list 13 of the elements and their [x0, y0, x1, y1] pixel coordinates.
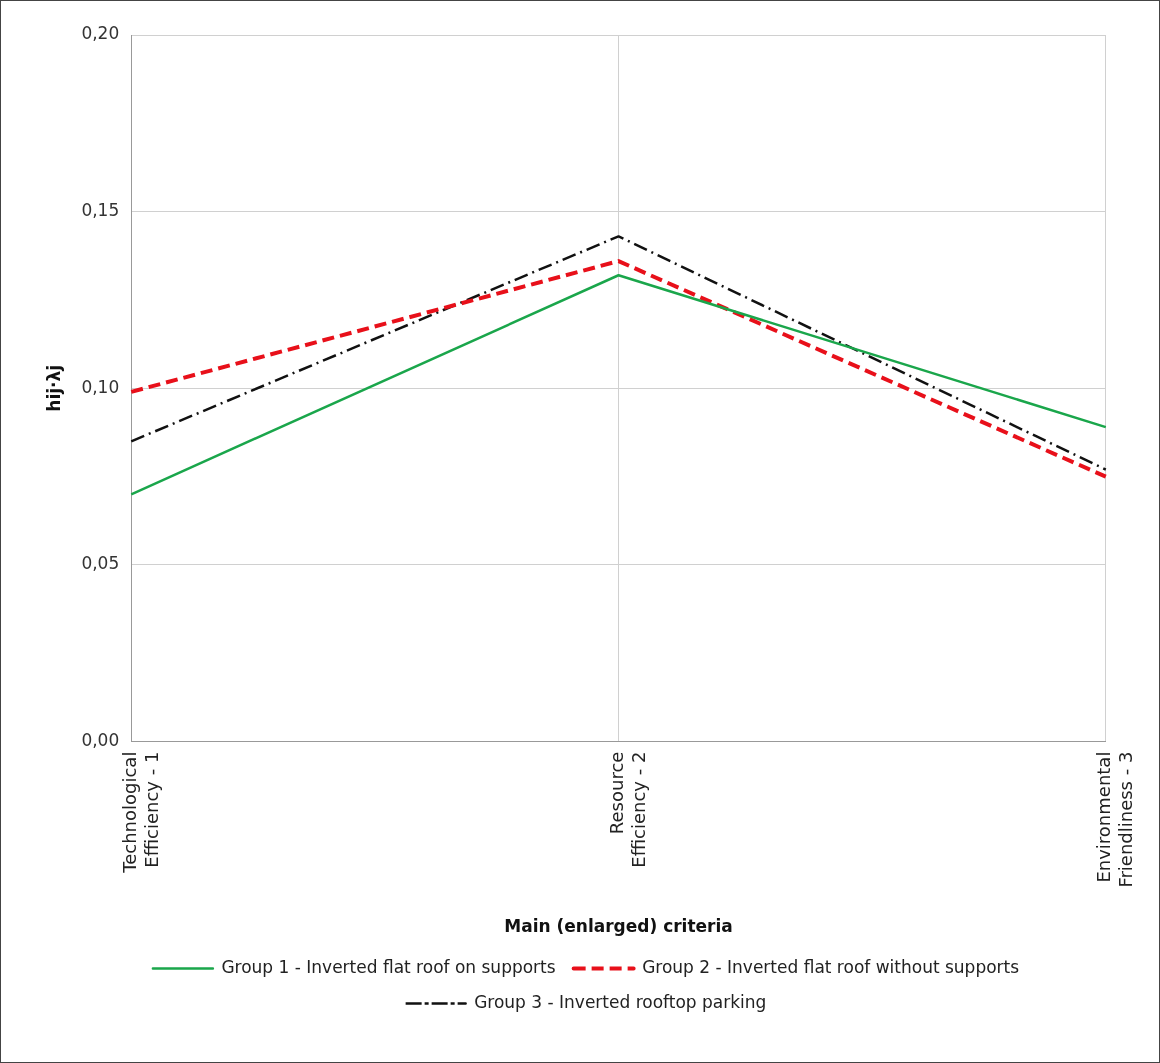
- x-tick-label: Environmental Friendliness - 3: [1093, 751, 1137, 888]
- x-tick-label: Technological Efficiency - 1: [118, 751, 162, 874]
- legend-label: Group 3 - Inverted rooftop parking: [474, 991, 767, 1012]
- legend-label: Group 2 - Inverted flat roof without supports: [642, 956, 1020, 977]
- y-tick-label: 0,00: [81, 730, 120, 751]
- y-tick-label: 0,05: [81, 553, 120, 574]
- y-axis-title: hij·λj: [43, 364, 64, 412]
- x-tick-label: Resource Efficiency - 2: [606, 751, 649, 868]
- legend-label: Group 1 - Inverted flat roof on supports: [221, 956, 556, 977]
- y-tick-label: 0,10: [81, 376, 120, 397]
- y-tick-label: 0,15: [81, 200, 120, 221]
- y-tick-label: 0,20: [81, 23, 120, 44]
- x-axis-title: Main (enlarged) criteria: [504, 916, 733, 937]
